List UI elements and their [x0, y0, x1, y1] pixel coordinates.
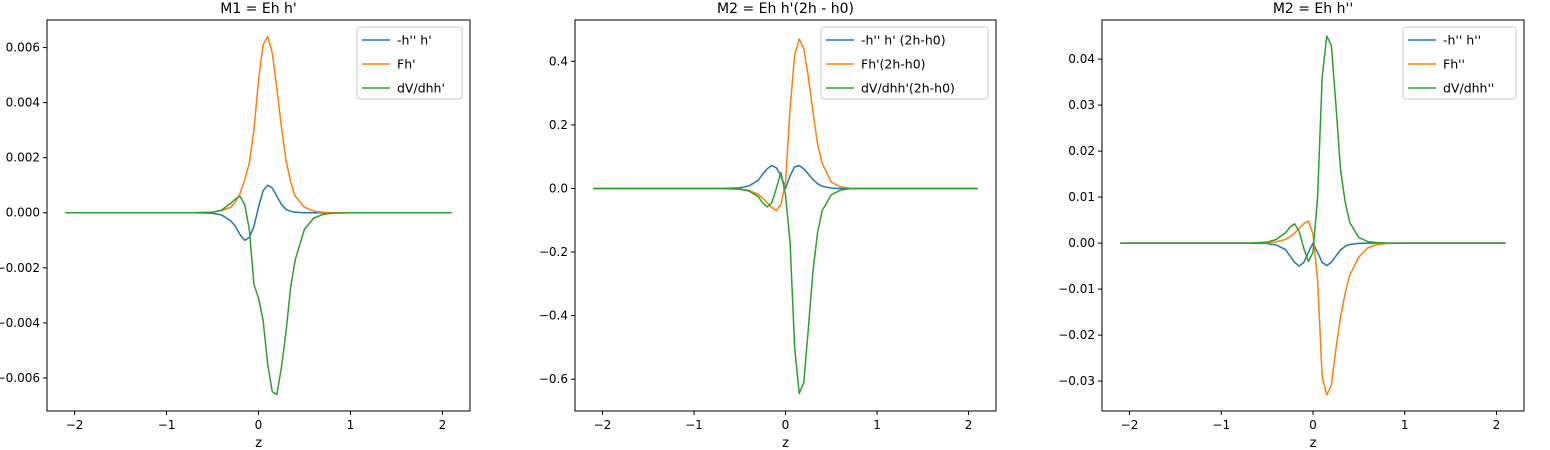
y-tick-label: 0.004 [6, 96, 40, 110]
y-tick-label: −0.006 [0, 371, 40, 385]
y-tick-label: 0.2 [549, 118, 568, 132]
x-tick-label: 0 [1309, 418, 1317, 432]
series-line-2-1 [593, 164, 978, 190]
legend-entry: dV/dhh' [397, 81, 445, 96]
series-line-2-3 [593, 171, 978, 395]
x-tick-label: 0 [255, 418, 263, 432]
x-axis-label: z [1310, 436, 1317, 450]
y-tick-label: −0.01 [1058, 282, 1095, 296]
y-tick-label: 0.4 [549, 54, 568, 68]
y-tick-label: 0.01 [1068, 190, 1095, 204]
y-tick-label: 0.02 [1068, 144, 1095, 158]
x-tick-label: 2 [439, 418, 447, 432]
chart-panel-3: −2 −1 0 1 2 −0.03 −0.02 −0.01 0.00 0.01 0.02 0.03 0.… [1058, 1, 1525, 450]
x-tick-label: 2 [1493, 418, 1501, 432]
chart-panel-1: −2 −1 0 1 2 −0.006 −0.004 −0.002 0.000 0.002 0.004… [0, 1, 471, 450]
x-tick-label: −2 [1121, 418, 1139, 432]
legend-entry: dV/dhh'' [1443, 81, 1494, 96]
y-tick-label: −0.6 [539, 372, 568, 386]
legend: -h'' h'' Fh'' dV/dhh'' [1402, 26, 1517, 100]
x-tick-label: −1 [158, 418, 176, 432]
legend: -h'' h' Fh' dV/dhh' [356, 26, 463, 100]
x-tick-label: 1 [873, 418, 881, 432]
y-tick-label: 0.00 [1068, 236, 1095, 250]
x-tick-label: 0 [782, 418, 790, 432]
series-line-1-1 [65, 184, 452, 242]
series-line-1-3 [65, 195, 452, 396]
y-tick-label: 0.000 [6, 206, 40, 220]
y-tick-label: 0.002 [6, 151, 40, 165]
chart-title: M2 = Eh h'(2h - h0) [717, 1, 854, 17]
series-line-3-1 [1120, 242, 1506, 267]
x-tick-label: 1 [347, 418, 355, 432]
legend-entry: Fh'' [1443, 57, 1465, 72]
series-line-3-2 [1120, 220, 1506, 396]
chart-panel-2: −2 −1 0 1 2 −0.6 −0.4 −0.2 0.0 0.2 0.4 M2 = Eh h'(2… [539, 1, 997, 450]
legend-entry: dV/dhh'(2h-h0) [861, 81, 955, 96]
x-axis-label: z [255, 436, 262, 450]
y-tick-label: 0.0 [549, 181, 568, 195]
legend-entry: -h'' h'' [1443, 33, 1481, 48]
y-tick-label: −0.4 [539, 309, 568, 323]
y-tick-label: −0.002 [0, 261, 40, 275]
series-line-3-3 [1120, 35, 1506, 263]
legend: -h'' h' (2h-h0) Fh'(2h-h0) dV/dhh'(2h-h0) [820, 26, 989, 100]
x-tick-label: −2 [594, 418, 612, 432]
legend-box [820, 26, 989, 100]
legend-entry: Fh'(2h-h0) [861, 57, 926, 72]
y-tick-label: −0.03 [1058, 374, 1095, 388]
legend-box [356, 26, 463, 100]
x-tick-label: −1 [685, 418, 703, 432]
x-tick-label: −2 [66, 418, 84, 432]
y-tick-label: −0.004 [0, 316, 40, 330]
legend-entry: -h'' h' [397, 33, 432, 48]
x-axis-label: z [782, 436, 789, 450]
y-tick-label: −0.02 [1058, 328, 1095, 342]
y-tick-label: 0.006 [6, 41, 40, 55]
y-tick-label: −0.2 [539, 245, 568, 259]
chart-title: M2 = Eh h'' [1273, 1, 1353, 17]
x-tick-label: 1 [1401, 418, 1409, 432]
y-tick-label: 0.03 [1068, 98, 1095, 112]
chart-title: M1 = Eh h' [220, 1, 297, 17]
y-tick-label: 0.04 [1068, 52, 1095, 66]
x-tick-label: −1 [1212, 418, 1230, 432]
legend-box [1402, 26, 1517, 100]
legend-entry: Fh' [397, 57, 416, 72]
legend-entry: -h'' h' (2h-h0) [861, 33, 946, 48]
x-tick-label: 2 [965, 418, 973, 432]
